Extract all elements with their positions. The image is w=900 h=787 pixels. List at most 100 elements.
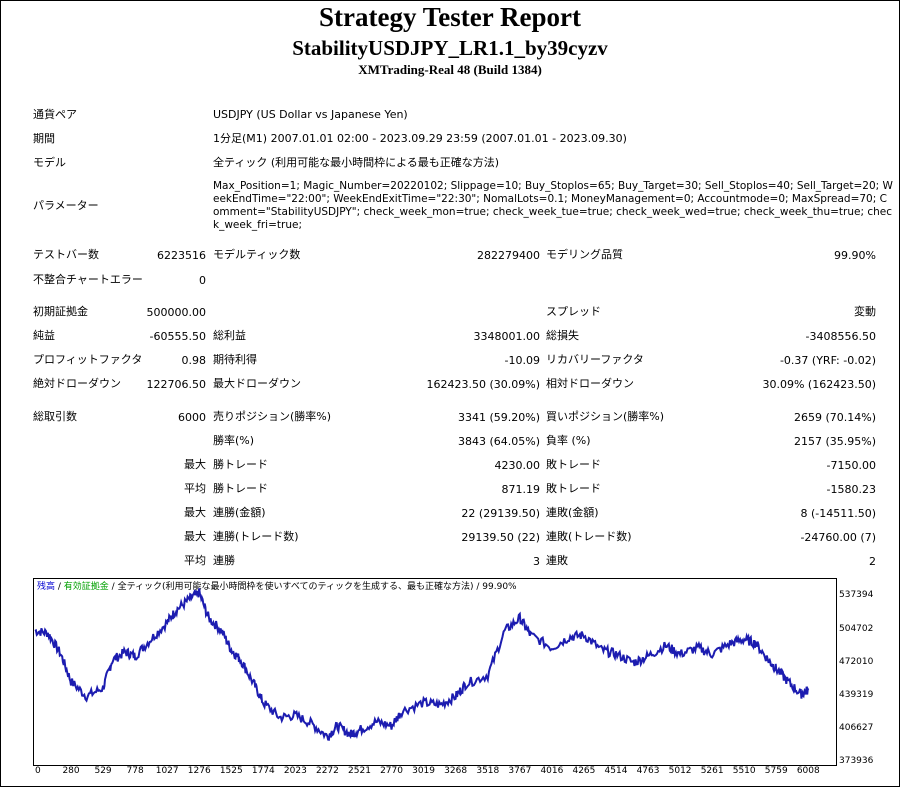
y-tick-label: 537394 [839, 590, 874, 600]
x-tick-label: 1276 [187, 766, 211, 776]
ticks-label: モデルティック数 [213, 248, 301, 261]
y-tick-label: 439319 [839, 690, 874, 700]
x-tick-label: 2272 [315, 766, 339, 776]
balance-line [34, 588, 810, 741]
recovery-label: リカバリーファクタ [546, 353, 644, 366]
x-tick-label: 2521 [348, 766, 371, 776]
max-dd-label: 最大ドローダウン [213, 377, 301, 390]
params-label: パラメーター [33, 199, 99, 212]
avg-prefix-1: 平均 [184, 482, 206, 495]
net-label: 純益 [33, 329, 55, 342]
x-tick-label: 1774 [251, 766, 275, 776]
x-tick-label: 4763 [636, 766, 660, 776]
x-tick-label: 3767 [508, 766, 532, 776]
x-tick-label: 5012 [668, 766, 692, 776]
legend-sep-3: / [473, 582, 483, 592]
gross-profit-label: 総利益 [213, 329, 246, 342]
pf-label: プロフィットファクタ [33, 353, 143, 366]
legend-model: 全ティック(利用可能な最小時間枠を使いすべてのティックを生成する、最も正確な方法… [117, 582, 474, 592]
bars-label: テストバー数 [33, 248, 99, 261]
x-tick-label: 5261 [700, 766, 724, 776]
max-consec-loss-trades-label: 連敗(トレード数) [546, 530, 632, 543]
spread-label: スプレッド [546, 305, 601, 318]
model-value: 全ティック (利用可能な最小時間枠による最も正確な方法) [213, 156, 500, 169]
x-tick-label: 529 [94, 766, 112, 776]
win-rate-label: 勝率(%) [213, 434, 255, 447]
max-consec-win-trades-label: 連勝(トレード数) [213, 530, 299, 543]
model-label: モデル [33, 156, 66, 169]
avg-consec-win-value: 3 [533, 555, 540, 568]
total-trades-value: 6000 [178, 411, 206, 424]
quality-label: モデリング品質 [546, 248, 623, 261]
max-consec-win-amt-label: 連勝(金額) [213, 506, 266, 519]
x-tick-label: 3268 [444, 766, 468, 776]
chart-legend: 残高 / 有効証拠金 / 全ティック(利用可能な最小時間枠を使いすべてのティック… [37, 579, 517, 592]
expected-label: 期待利得 [213, 353, 257, 366]
x-tick-label: 2770 [380, 766, 403, 776]
balance-chart [33, 578, 837, 766]
x-tick-label: 778 [126, 766, 144, 776]
largest-win-label: 勝トレード [213, 458, 268, 471]
spread-value: 変動 [854, 305, 876, 318]
deposit-value: 500000.00 [146, 306, 207, 319]
max-prefix-3: 最大 [184, 530, 206, 543]
abs-dd-label: 絶対ドローダウン [33, 377, 121, 390]
recovery-value: -0.37 (YRF: -0.02) [779, 354, 876, 367]
x-tick-label: 2023 [283, 766, 307, 776]
avg-win-value: 871.19 [501, 483, 541, 496]
params-value: Max_Position=1; Magic_Number=20220102; S… [213, 180, 893, 231]
x-tick-label: 0 [35, 766, 41, 776]
max-prefix-1: 最大 [184, 458, 206, 471]
report-title: Strategy Tester Report [319, 2, 581, 32]
abs-dd-value: 122706.50 [146, 378, 207, 391]
avg-loss-label: 敗トレード [546, 482, 601, 495]
period-label: 期間 [33, 132, 55, 145]
y-tick-label: 472010 [839, 657, 874, 667]
deposit-label: 初期証拠金 [33, 305, 88, 318]
rel-dd-value: 30.09% (162423.50) [762, 378, 876, 391]
x-tick-label: 5759 [764, 766, 788, 776]
loss-rate-value: 2157 (35.95%) [793, 435, 876, 448]
total-trades-label: 総取引数 [33, 410, 77, 423]
x-tick-label: 4016 [540, 766, 564, 776]
expected-value: -10.09 [504, 354, 540, 367]
bars-value: 6223516 [157, 249, 206, 262]
max-dd-value: 162423.50 (30.09%) [426, 378, 540, 391]
y-tick-label: 504702 [839, 624, 874, 634]
max-consec-win-amt-value: 22 (29139.50) [461, 507, 540, 520]
largest-win-value: 4230.00 [494, 459, 541, 472]
x-tick-label: 3518 [476, 766, 500, 776]
short-value: 3341 (59.20%) [457, 411, 540, 424]
legend-equity: 有効証拠金 [63, 582, 109, 592]
max-consec-loss-amt-label: 連敗(金額) [546, 506, 599, 519]
loss-rate-label: 負率 (%) [546, 434, 591, 447]
avg-consec-loss-label: 連敗 [546, 554, 568, 567]
pf-value: 0.98 [181, 354, 207, 367]
symbol-label: 通貨ペア [33, 108, 77, 121]
gross-profit-value: 3348001.00 [473, 330, 540, 343]
short-label: 売りポジション(勝率%) [213, 410, 332, 423]
legend-quality: 99.90% [482, 582, 517, 592]
y-tick-label: 406627 [839, 723, 874, 733]
gross-loss-value: -3408556.50 [805, 330, 876, 343]
x-tick-label: 4514 [604, 766, 628, 776]
legend-balance: 残高 [37, 582, 56, 592]
avg-consec-loss-value: 2 [869, 555, 876, 568]
ticks-value: 282279400 [477, 249, 540, 262]
server-build: XMTrading-Real 48 (Build 1384) [358, 62, 542, 77]
x-tick-label: 1525 [219, 766, 243, 776]
avg-loss-value: -1580.23 [826, 483, 876, 496]
max-consec-win-trades-value: 29139.50 (22) [461, 531, 540, 544]
avg-prefix-2: 平均 [184, 554, 206, 567]
max-prefix-2: 最大 [184, 506, 206, 519]
mismatch-value: 0 [199, 274, 206, 287]
x-tick-label: 280 [62, 766, 80, 776]
avg-win-label: 勝トレード [213, 482, 268, 495]
legend-sep-1: / [55, 582, 64, 592]
largest-loss-value: -7150.00 [826, 459, 876, 472]
x-tick-label: 4265 [572, 766, 596, 776]
x-tick-label: 1027 [155, 766, 179, 776]
x-tick-label: 5510 [732, 766, 756, 776]
period-value: 1分足(M1) 2007.01.01 02:00 - 2023.09.29 23… [213, 132, 627, 145]
largest-loss-label: 敗トレード [546, 458, 601, 471]
